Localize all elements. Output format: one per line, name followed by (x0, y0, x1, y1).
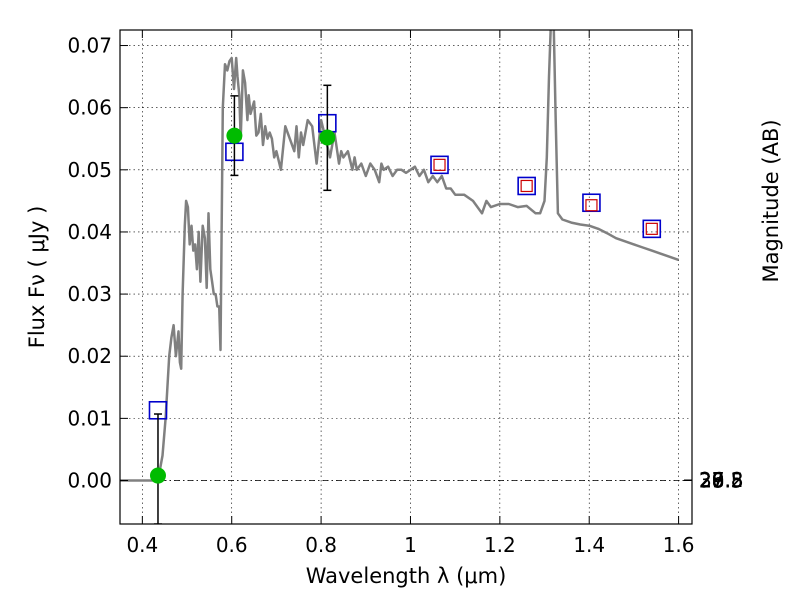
x-tick-label: 0.8 (305, 533, 337, 557)
upper-limit-square (585, 199, 598, 212)
observed-point (226, 127, 243, 144)
x-tick-label: 1.4 (573, 533, 605, 557)
magnitude-tick-label: 28 (699, 468, 724, 492)
y-tick-label: 0.05 (67, 158, 112, 182)
magnitude-tick-label: 27.5 (699, 468, 744, 492)
y-tick-label: 0.04 (67, 220, 112, 244)
upper-limit-square (645, 222, 658, 235)
magnitude-tick-label: 30 (699, 468, 724, 492)
model-spectrum-line (120, 30, 680, 482)
model-photometry-square (642, 219, 662, 239)
magnitude-tick-label: 27 (699, 468, 724, 492)
y-tick-label: 0.03 (67, 282, 112, 306)
magnitude-tick-label: 28.5 (699, 468, 744, 492)
plot-content (120, 30, 692, 524)
observed-point (319, 129, 336, 146)
y-axis-label: Flux Fν ( μJy ) (25, 206, 49, 349)
x-tick-label: 1.2 (484, 533, 516, 557)
y-tick-label: 0.02 (67, 344, 112, 368)
x-tick-label: 0.6 (216, 533, 248, 557)
x-tick-label: 0.4 (126, 533, 158, 557)
y-tick-label: 0.00 (67, 469, 112, 493)
x-axis-ticks: 0.4 0.6 0.8 1 1.2 1.4 1.6 (126, 30, 695, 557)
observed-point (149, 467, 166, 484)
y-tick-label: 0.01 (67, 406, 112, 430)
y-tick-label: 0.06 (67, 96, 112, 120)
upper-limit-square (520, 179, 533, 193)
magnitude-tick-label: 26.8 (699, 468, 744, 492)
x-tick-label: 1.6 (663, 533, 695, 557)
model-photometry-square (517, 176, 536, 196)
magnitude-axis-label: Magnitude (AB) (759, 119, 783, 282)
magnitude-tick-label: 27.2 (699, 468, 744, 492)
x-axis-label: Wavelength λ (μm) (306, 564, 507, 588)
plot-background (120, 30, 692, 524)
upper-limit-square (433, 158, 446, 171)
magnitude-tick-label: 29 (699, 468, 724, 492)
plot-frame (119, 29, 693, 525)
y-tick-label: 0.07 (67, 34, 112, 58)
y-axis-ticks: 0.00 0.01 0.02 0.03 0.04 0.05 0.06 0.07 (67, 34, 128, 493)
model-photometry-square (430, 155, 449, 175)
x-tick-label: 1 (404, 533, 417, 557)
